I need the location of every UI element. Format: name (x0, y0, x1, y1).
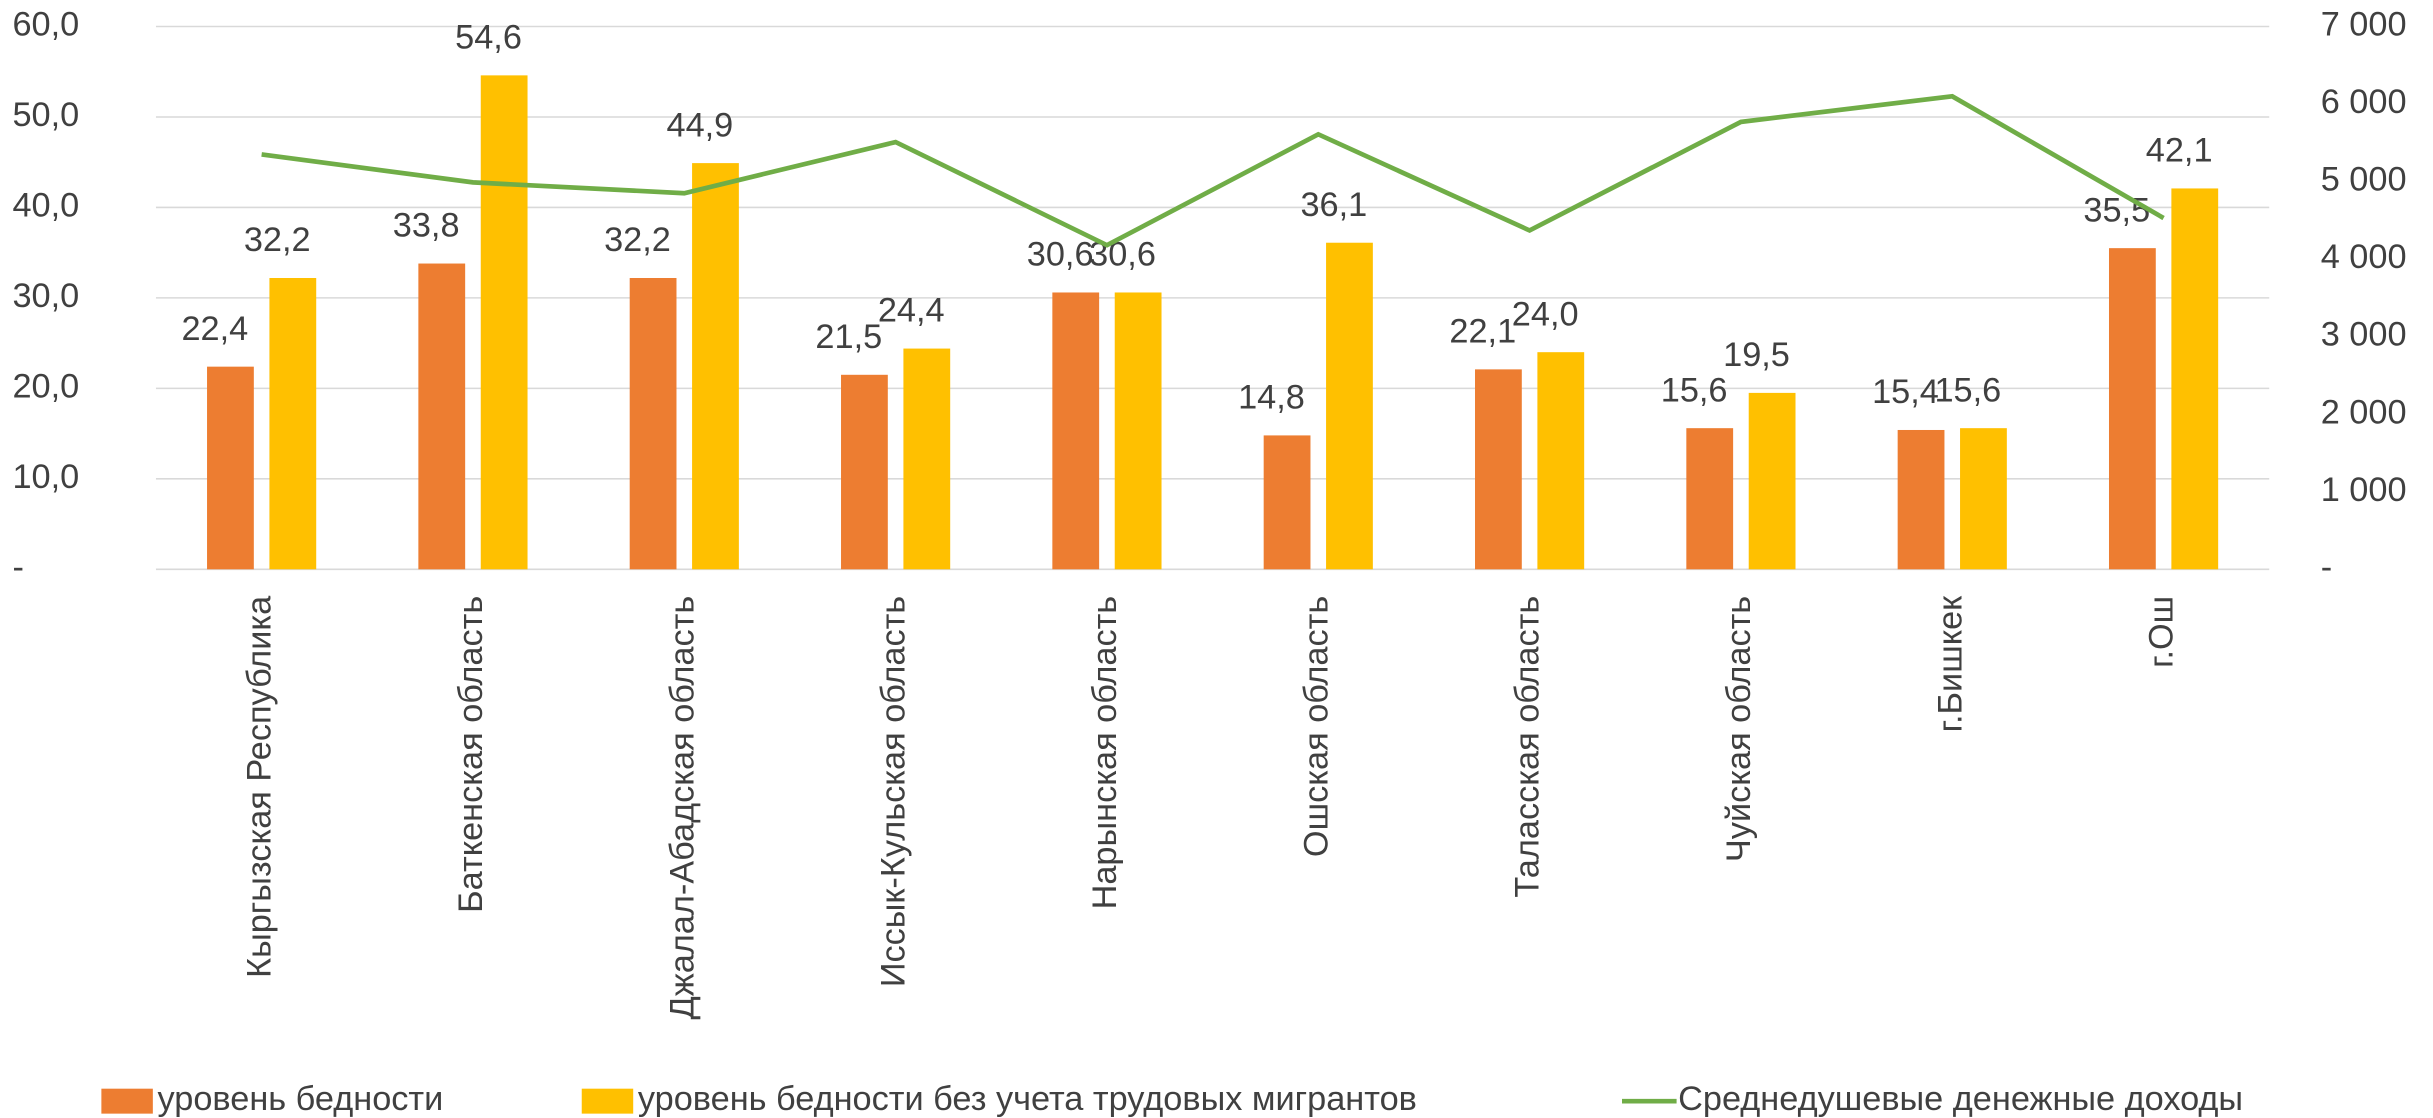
bar (629, 278, 677, 570)
bar (1114, 292, 1162, 570)
data-label: 22,1 (1449, 313, 1516, 351)
data-label: 32,2 (244, 221, 311, 259)
data-label: 21,5 (815, 318, 882, 356)
data-label: 30,6 (1027, 236, 1094, 274)
line (261, 93, 2165, 248)
legend-label: уровень бедности без учета трудовых мигр… (638, 1080, 1417, 1118)
legend-swatch (101, 1088, 153, 1114)
bar (1960, 428, 2007, 570)
data-label: 15,6 (1661, 371, 1728, 409)
bar (1263, 435, 1311, 570)
y2-tick-label: 7 000 (2321, 6, 2407, 44)
data-label: 35,5 (2083, 191, 2150, 229)
bar (1686, 428, 1734, 570)
data-label: 44,9 (666, 106, 733, 144)
data-label: 19,5 (1723, 336, 1790, 374)
y2-tick-label: 4 000 (2321, 238, 2407, 276)
bar (1326, 242, 1373, 570)
data-label: 15,6 (1934, 371, 2001, 409)
x-tick-label: Кыргызская Республика (241, 595, 279, 978)
y2-tick-label: 1 000 (2321, 471, 2407, 509)
data-label: 22,4 (181, 310, 248, 348)
y2-tick-label: 6 000 (2321, 83, 2407, 121)
x-tick-label: Чуйская область (1720, 596, 1758, 862)
legend-label: уровень бедности (158, 1080, 444, 1118)
bar (1052, 292, 1100, 570)
y2-tick-label: 3 000 (2321, 316, 2407, 354)
y-tick-label: 60,0 (12, 6, 79, 44)
legend-label: Среднедушевые денежные доходы (1678, 1080, 2243, 1118)
bar (2108, 248, 2156, 570)
y2-tick-label: 5 000 (2321, 161, 2407, 199)
y-tick-label: - (12, 548, 23, 586)
data-label: 36,1 (1300, 186, 1367, 224)
bar (207, 366, 254, 570)
bar (692, 163, 739, 570)
x-tick-label: Ошская область (1297, 596, 1335, 857)
y-tick-label: 10,0 (12, 458, 79, 496)
bar (1748, 392, 1796, 570)
bar (269, 278, 317, 570)
data-label: 15,4 (1872, 373, 1939, 411)
data-label: 24,0 (1512, 295, 1579, 333)
y2-tick-label: - (2321, 548, 2332, 586)
bar (2171, 188, 2219, 570)
data-label: 42,1 (2146, 132, 2213, 170)
bar (418, 263, 466, 570)
bar (1897, 429, 1945, 570)
bar (480, 75, 528, 570)
y-tick-label: 50,0 (12, 96, 79, 134)
x-tick-label: Джалал-Абадская область (663, 596, 701, 1020)
data-label: 14,8 (1238, 379, 1305, 417)
legend-swatch (581, 1088, 634, 1114)
x-tick-label: Баткенская область (452, 596, 490, 913)
x-tick-label: г.Ош (2143, 596, 2181, 668)
y2-tick-label: 2 000 (2321, 393, 2407, 431)
x-tick-label: Таласская область (1509, 596, 1547, 898)
bar (841, 374, 888, 570)
x-tick-label: Иссык-Кульская область (875, 596, 913, 987)
data-label: 32,2 (604, 221, 671, 259)
data-label: 33,8 (393, 207, 460, 245)
y-tick-label: 30,0 (12, 277, 79, 315)
x-tick-label: Нарынская область (1086, 596, 1124, 910)
x-tick-label: г.Бишкек (1931, 595, 1969, 732)
data-label: 54,6 (455, 19, 522, 57)
y-tick-label: 20,0 (12, 367, 79, 405)
data-label: 24,4 (878, 292, 945, 330)
bar (903, 348, 951, 570)
y-tick-label: 40,0 (12, 187, 79, 225)
bar (1537, 352, 1585, 570)
bar (1475, 369, 1522, 570)
